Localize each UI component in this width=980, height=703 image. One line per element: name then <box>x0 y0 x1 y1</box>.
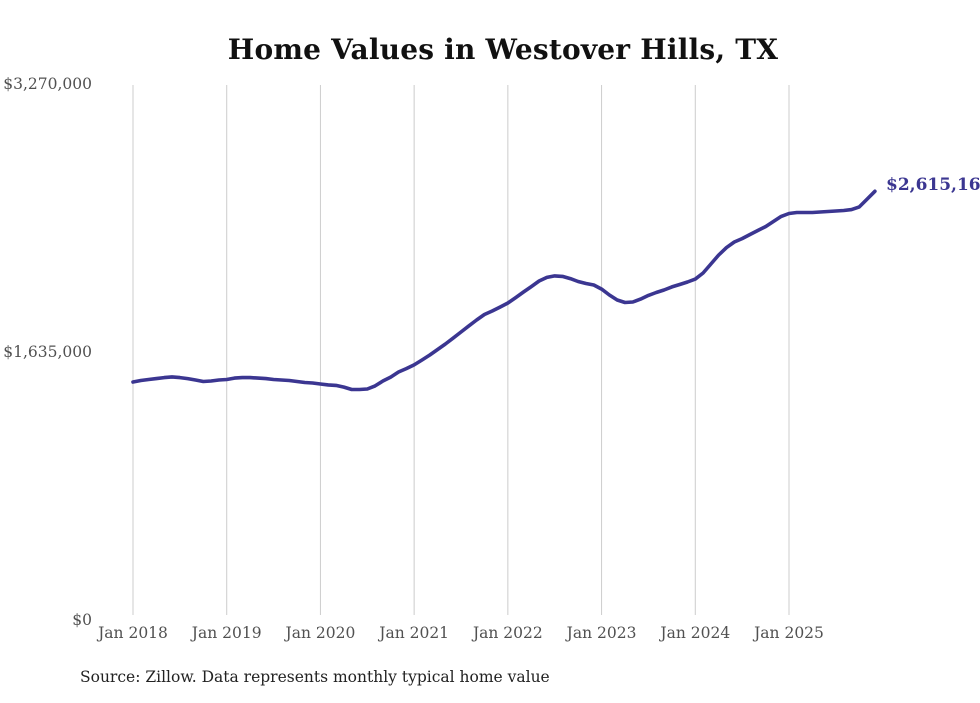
end-value-label: $2,615,167 <box>886 175 980 195</box>
x-axis-label: Jan 2021 <box>379 624 450 642</box>
x-axis-label: Jan 2023 <box>566 624 637 642</box>
x-axis-label: Jan 2025 <box>754 624 824 642</box>
home-value-line <box>131 189 877 392</box>
x-axis-label: Jan 2018 <box>98 624 168 642</box>
x-axis-label: Jan 2020 <box>285 624 356 642</box>
y-axis-label-max: $3,270,000 <box>3 75 92 93</box>
x-axis-label: Jan 2024 <box>660 624 731 642</box>
x-axis-label: Jan 2019 <box>191 624 262 642</box>
y-axis-label-zero: $0 <box>72 611 92 629</box>
y-axis-label-mid: $1,635,000 <box>3 343 92 361</box>
x-axis-label: Jan 2022 <box>472 624 543 642</box>
chart-title: Home Values in Westover Hills, TX <box>227 33 779 66</box>
source-note: Source: Zillow. Data represents monthly … <box>80 668 550 686</box>
